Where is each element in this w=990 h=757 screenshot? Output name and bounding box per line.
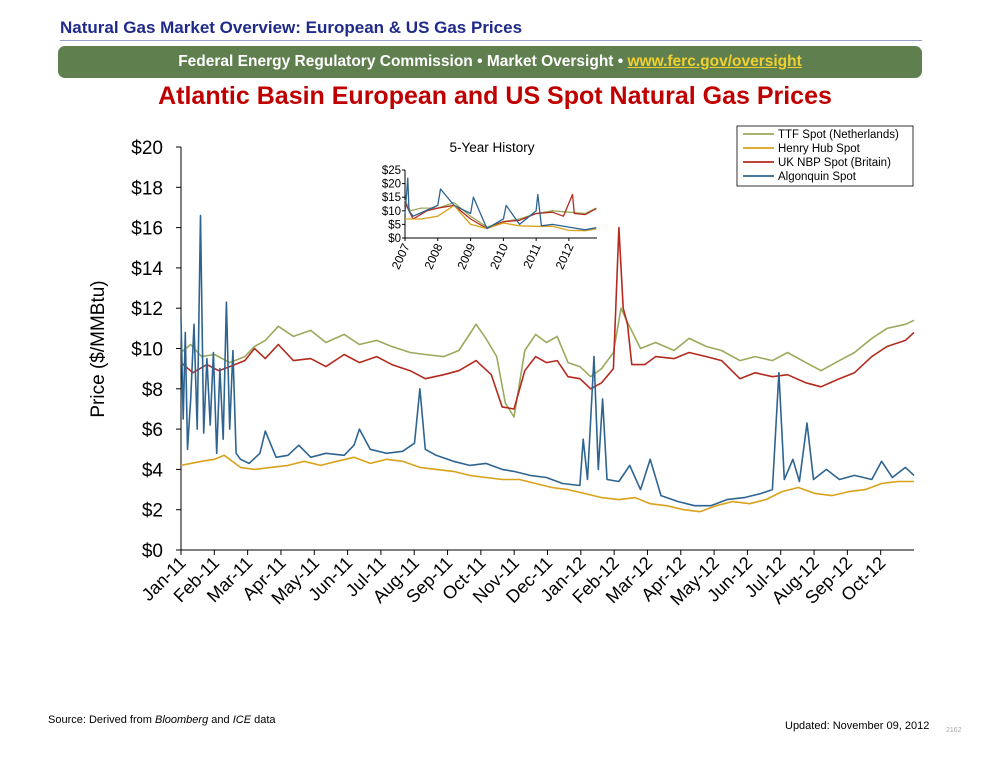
inset-y-tick-label: $0 bbox=[388, 233, 401, 245]
legend-label-hh: Henry Hub Spot bbox=[778, 143, 861, 155]
legend-label-ttf: TTF Spot (Netherlands) bbox=[778, 129, 899, 141]
y-tick-label: $8 bbox=[142, 380, 163, 401]
slide-number: 2162 bbox=[946, 727, 962, 734]
inset-y-tick-label: $10 bbox=[382, 206, 401, 218]
y-tick-label: $18 bbox=[131, 178, 163, 199]
source-ice: ICE bbox=[232, 714, 252, 726]
inset-series-line-alg bbox=[404, 177, 597, 231]
inset-y-tick-label: $25 bbox=[382, 165, 401, 177]
oversight-link[interactable]: www.ferc.gov/oversight bbox=[627, 53, 802, 70]
inset-y-tick-label: $5 bbox=[388, 219, 401, 231]
y-tick-label: $10 bbox=[131, 340, 163, 361]
series-line-alg bbox=[180, 214, 915, 507]
legend-label-nbp: UK NBP Spot (Britain) bbox=[778, 157, 891, 169]
header-rule bbox=[60, 40, 922, 41]
chart-title: Atlantic Basin European and US Spot Natu… bbox=[158, 82, 832, 110]
y-tick-label: $16 bbox=[131, 219, 163, 240]
inset-title: 5-Year History bbox=[449, 140, 534, 155]
ferc-banner: Federal Energy Regulatory Commission • M… bbox=[58, 46, 922, 78]
source-note: Source: Derived from Bloomberg and ICE d… bbox=[48, 714, 276, 726]
series-line-hh bbox=[180, 454, 914, 513]
series-line-ttf bbox=[180, 307, 915, 418]
source-bloomberg: Bloomberg bbox=[155, 714, 209, 726]
y-tick-label: $20 bbox=[131, 138, 163, 159]
banner-text: Federal Energy Regulatory Commission • M… bbox=[178, 53, 624, 70]
updated-date: Updated: November 09, 2012 bbox=[785, 720, 930, 732]
legend-label-alg: Algonquin Spot bbox=[778, 171, 857, 183]
series-line-nbp bbox=[180, 226, 915, 410]
inset-series-line-hh bbox=[405, 204, 597, 232]
y-axis-label: Price ($/MMBtu) bbox=[88, 280, 109, 417]
y-tick-label: $2 bbox=[142, 501, 163, 522]
y-tick-label: $0 bbox=[142, 541, 163, 562]
y-tick-label: $6 bbox=[142, 420, 163, 441]
inset-y-tick-label: $15 bbox=[382, 192, 401, 204]
page-header-title: Natural Gas Market Overview: European & … bbox=[60, 18, 523, 37]
inset-y-tick-label: $20 bbox=[382, 179, 401, 191]
inset-series-line-nbp bbox=[404, 193, 597, 230]
legend: TTF Spot (Netherlands) Henry Hub Spot UK N… bbox=[736, 125, 914, 187]
y-tick-label: $4 bbox=[142, 460, 164, 481]
y-tick-label: $12 bbox=[131, 299, 163, 320]
y-tick-label: $14 bbox=[131, 259, 163, 280]
